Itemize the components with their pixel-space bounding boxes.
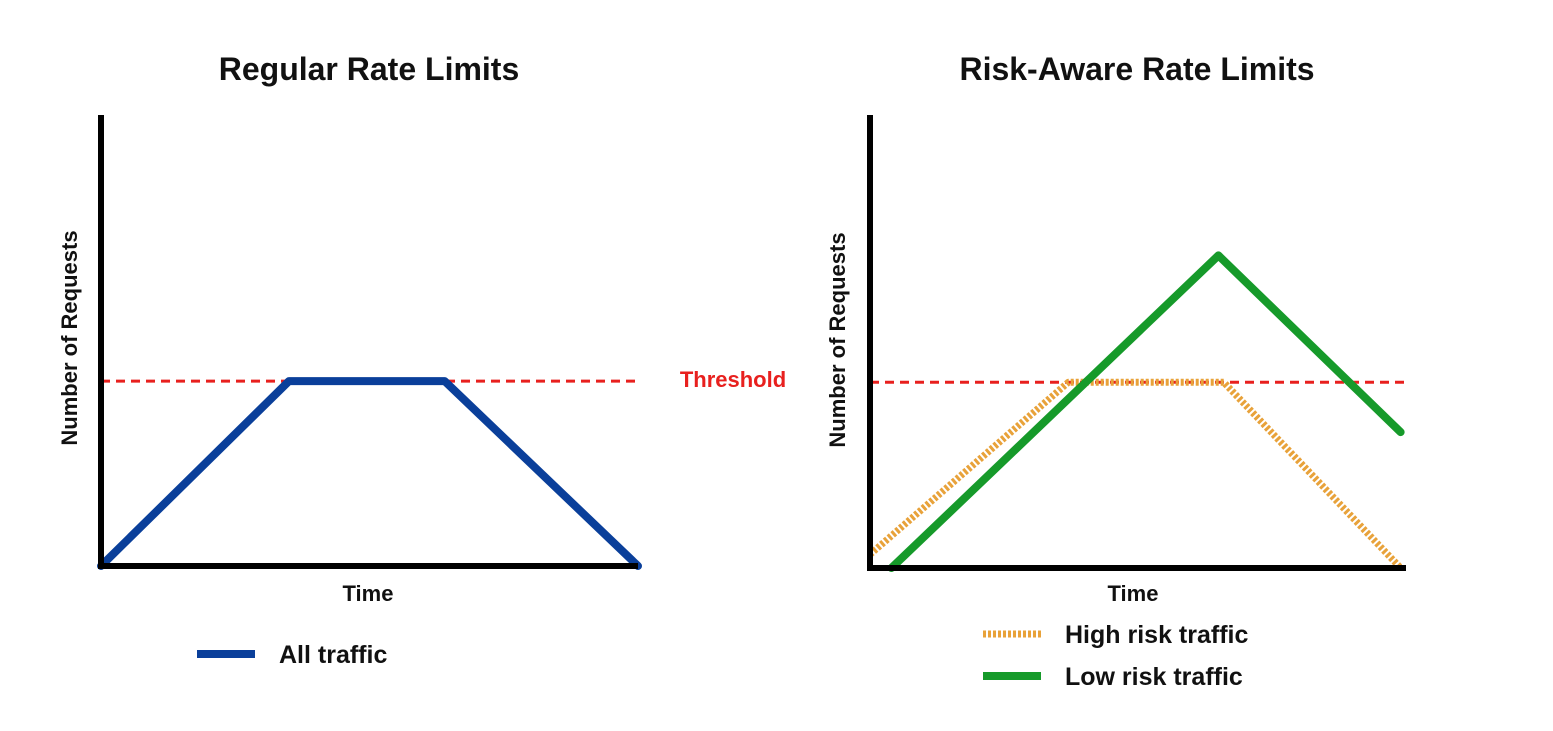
chart-2: Risk-Aware Rate Limits Time Number of Requ… xyxy=(825,51,1406,691)
series-line-1 xyxy=(867,378,1404,571)
series-line-1 xyxy=(97,377,642,570)
legend-label-2: Low risk traffic xyxy=(1065,663,1243,691)
chart-title: Regular Rate Limits xyxy=(219,51,520,87)
y-axis-label: Number of Requests xyxy=(57,230,82,445)
threshold-label: Threshold xyxy=(680,367,786,392)
legend-label-1: All traffic xyxy=(279,641,387,669)
chart-1: Regular Rate Limits Threshold Time Number o… xyxy=(57,51,786,669)
y-axis-label: Number of Requests xyxy=(825,232,850,447)
x-axis-label: Time xyxy=(343,581,394,606)
chart-title: Risk-Aware Rate Limits xyxy=(959,51,1314,87)
legend-label-1: High risk traffic xyxy=(1065,621,1248,649)
x-axis-label: Time xyxy=(1108,581,1159,606)
series-line-2 xyxy=(887,251,1405,572)
